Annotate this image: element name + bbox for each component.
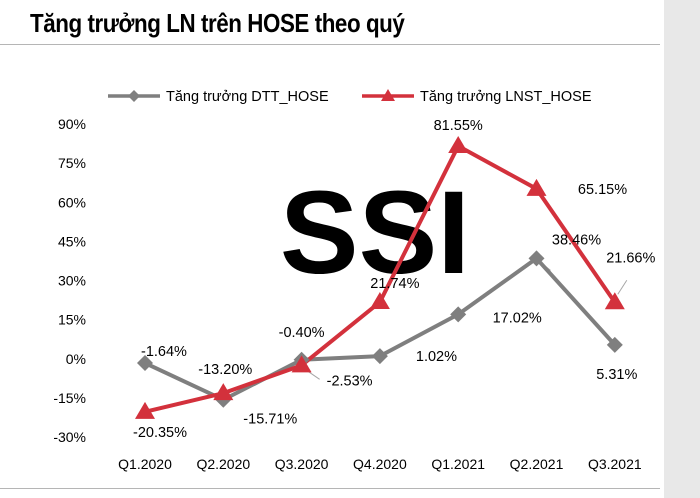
legend-label: Tăng trưởng LNST_HOSE [420,89,592,105]
data-label: -15.71% [243,412,297,428]
data-label: 5.31% [596,367,637,383]
data-point-dtt [450,306,467,323]
y-tick-label: -30% [53,429,86,445]
legend-marker-triangle [381,89,395,101]
data-label: -13.20% [198,362,252,378]
y-tick-label: 15% [58,312,86,328]
data-label: -20.35% [133,425,187,441]
data-label: -0.40% [279,325,325,341]
data-point-lnst [369,292,390,310]
title-divider [0,44,660,45]
y-tick-label: 90% [58,116,86,132]
data-label: 21.74% [370,276,419,292]
data-point-lnst [604,292,625,310]
data-label: 81.55% [434,118,483,134]
data-label: 17.02% [493,310,542,326]
data-point-lnst [135,401,155,419]
x-tick-label: Q2.2020 [196,456,250,472]
x-tick-label: Q3.2020 [275,456,329,472]
data-label: 1.02% [416,349,457,365]
data-label: 38.46% [552,232,601,248]
x-tick-label: Q4.2020 [353,456,407,472]
x-tick-label: Q3.2021 [588,456,642,472]
data-point-lnst [291,355,312,373]
x-tick-label: Q2.2021 [510,456,564,472]
y-tick-label: 75% [58,155,86,171]
y-tick-label: 30% [58,273,86,289]
data-point-lnst [213,383,234,401]
data-label: 65.15% [578,182,627,198]
chart-title: Tăng trưởng LN trên HOSE theo quý [30,8,405,38]
data-label: 21.66% [606,250,655,266]
data-label: -2.53% [327,373,373,389]
y-tick-label: 60% [58,194,86,210]
leader-line [617,279,628,295]
bottom-divider [0,488,660,489]
data-point-lnst [448,136,469,154]
y-tick-label: -15% [53,390,86,406]
data-point-dtt [371,348,388,365]
y-tick-label: 45% [58,233,86,249]
side-band [664,0,700,498]
x-tick-label: Q1.2021 [431,456,485,472]
x-tick-label: Q1.2020 [118,456,172,472]
y-tick-label: 0% [66,351,86,367]
data-point-lnst [526,178,547,196]
data-point-dtt [137,355,153,372]
data-point-dtt [528,250,545,267]
legend-label: Tăng trưởng DTT_HOSE [166,89,329,105]
data-label: -1.64% [141,344,187,360]
data-point-dtt [606,336,623,353]
line-chart: SSI 90%75%60%45%30%15%0%-15%-30%Q1.2020 Q… [53,89,655,472]
legend-marker-diamond [128,90,140,102]
